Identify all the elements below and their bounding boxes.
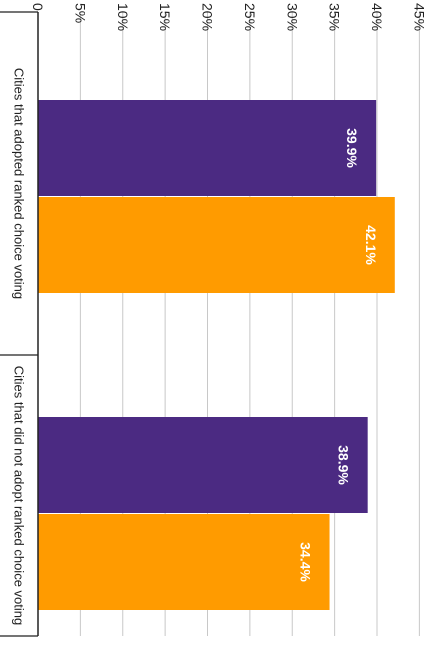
bar-2-series-2: [38, 514, 330, 610]
category-labels: Cities that adopted ranked choice voting…: [12, 68, 27, 625]
category-label-1: Cities that adopted ranked choice voting: [12, 68, 27, 299]
bar-group: 39.9% 38.9% 42.1% 34.4%: [38, 100, 395, 610]
tick-label-10: 10%: [115, 3, 131, 31]
tick-label-20: 20%: [200, 3, 216, 31]
tick-label-45: 45%: [411, 3, 427, 31]
bar-value-label: 42.1%: [363, 225, 379, 265]
tick-label-30: 30%: [284, 3, 300, 31]
bar-value-label: 38.9%: [336, 445, 352, 485]
tick-label-5: 5%: [72, 3, 88, 23]
tick-label-25: 25%: [242, 3, 258, 31]
bar-2-series-1: [38, 417, 368, 513]
bar-value-label: 39.9%: [344, 128, 360, 168]
category-label-2: Cities that did not adopt ranked choice …: [12, 366, 27, 625]
tick-label-0: 0: [30, 3, 46, 11]
value-ticks: 0 5% 10% 15% 20% 25% 30% 35% 40% 45%: [30, 3, 427, 31]
tick-label-40: 40%: [369, 3, 385, 31]
category-axis: [0, 11, 39, 637]
tick-label-35: 35%: [327, 3, 343, 31]
bar-1-series-2: [38, 197, 395, 293]
bar-value-label: 34.4%: [298, 542, 314, 582]
bar-1-series-1: [38, 100, 377, 196]
tick-label-15: 15%: [157, 3, 173, 31]
